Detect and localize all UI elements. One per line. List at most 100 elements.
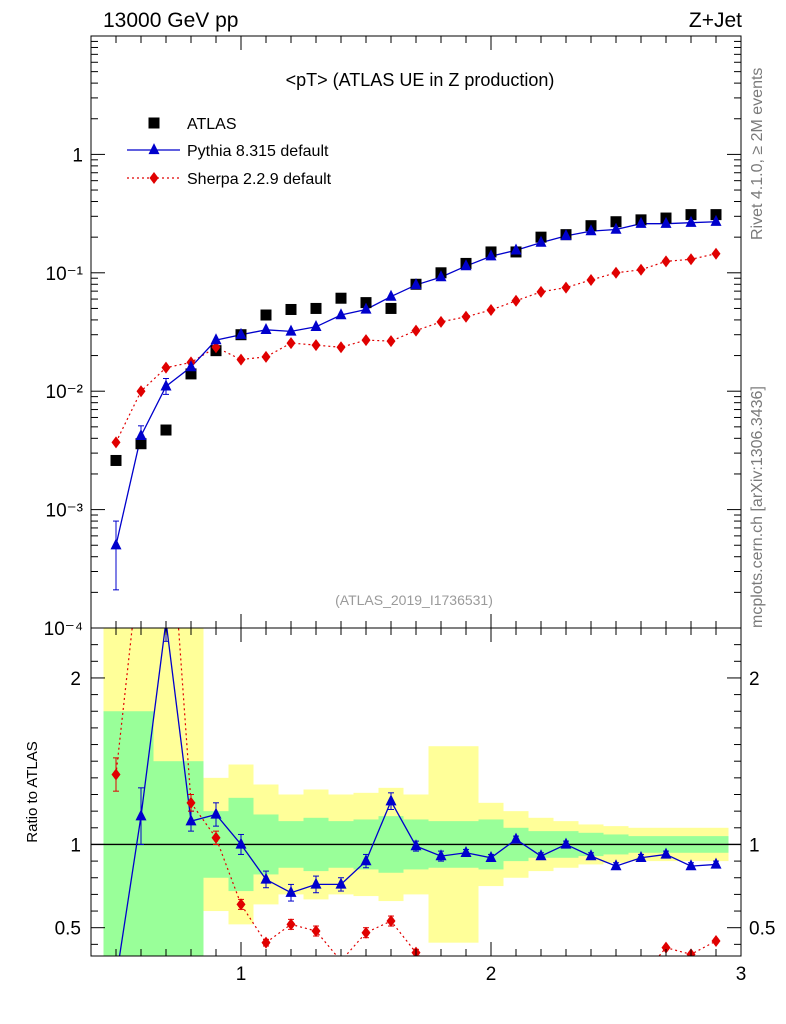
header-process-label: Z+Jet	[688, 9, 742, 32]
sherpa-ratio-point	[386, 915, 396, 928]
pythia-data-point	[460, 259, 472, 271]
sherpa-ratio-point	[587, 972, 596, 984]
sherpa-data-point	[261, 350, 271, 363]
atlas-data-point	[360, 297, 372, 309]
pythia-ratio-point	[435, 849, 447, 861]
sherpa-data-point	[661, 255, 671, 268]
analysis-id-watermark: (ATLAS_2019_I1736531)	[335, 592, 493, 608]
top-panel-y-tick-label: 10⁻¹	[46, 264, 84, 285]
sherpa-ratio-point	[311, 925, 321, 938]
sherpa-ratio-point	[236, 898, 246, 911]
pythia-data-point	[585, 224, 597, 236]
top-panel-y-tick-label: 10⁻²	[46, 382, 84, 403]
sherpa-data-point	[136, 385, 146, 398]
atlas-data-point	[335, 292, 347, 304]
x-tick-label: 2	[486, 964, 497, 985]
sherpa-ratio-point	[562, 972, 571, 984]
atlas-data-point	[110, 454, 122, 466]
atlas-data-point	[385, 302, 397, 314]
sherpa-ratio-point	[162, 446, 171, 458]
pythia-data-point	[635, 216, 647, 228]
pythia-ratio-point	[310, 877, 322, 889]
pythia-data-point	[185, 360, 197, 372]
sherpa-data-point	[461, 310, 471, 323]
legend-atlas-marker	[148, 117, 160, 129]
top-panel-y-tick-label: 10⁻³	[46, 501, 84, 522]
sherpa-ratio-point	[437, 972, 446, 984]
sherpa-ratio-point	[361, 926, 371, 939]
atlas-data-point	[285, 303, 297, 315]
pythia-data-point	[685, 215, 697, 227]
atlas-data-point	[135, 438, 147, 450]
legend-entry-label: ATLAS	[187, 116, 237, 133]
ratio-y-tick-label-right: 2	[749, 669, 760, 690]
pythia-ratio-point	[385, 794, 397, 806]
pythia-data-point	[110, 538, 122, 550]
ratio-y-tick-label: 0.5	[55, 919, 81, 940]
pythia-data-point	[360, 302, 372, 314]
atlas-data-point	[160, 424, 172, 436]
sherpa-data-point	[586, 273, 596, 286]
sherpa-ratio-point	[711, 935, 721, 948]
ratio-y-tick-label-right: 1	[749, 835, 760, 856]
pythia-data-point	[660, 216, 672, 228]
atlas-data-point	[685, 209, 697, 221]
pythia-data-point	[610, 222, 622, 234]
pythia-ratio-point	[660, 847, 672, 859]
sherpa-ratio-point	[512, 972, 521, 984]
pythia-ratio-point	[485, 850, 497, 862]
pythia-ratio-point	[635, 850, 647, 862]
pythia-ratio-point	[710, 857, 722, 869]
ratio-y-axis-label: Ratio to ATLAS	[24, 741, 41, 842]
sherpa-data-point	[436, 315, 446, 328]
atlas-data-point	[710, 209, 722, 221]
sherpa-data-point	[411, 324, 421, 337]
sherpa-ratio-point	[211, 831, 221, 844]
sherpa-ratio-point	[661, 941, 671, 954]
pythia-data-point	[335, 308, 347, 320]
sherpa-data-point	[111, 436, 121, 449]
sherpa-ratio-point	[137, 542, 146, 554]
sherpa-ratio-point	[612, 972, 621, 984]
pythia-ratio-point	[410, 839, 422, 851]
sherpa-data-point	[386, 335, 396, 348]
atlas-data-point	[610, 216, 622, 228]
rivet-version-label: Rivet 4.1.0, ≥ 2M events	[749, 67, 766, 240]
pythia-data-point	[560, 229, 572, 241]
ratio-uncertainty-band-inner	[103, 711, 129, 956]
legend-entry-label: Pythia 8.315 default	[187, 143, 329, 160]
legend-entry-label: Sherpa 2.2.9 default	[187, 171, 332, 188]
x-tick-label: 3	[736, 964, 747, 985]
pythia-ratio-point	[260, 872, 272, 884]
ratio-y-tick-label: 1	[70, 835, 81, 856]
sherpa-ratio-point	[462, 972, 471, 984]
sherpa-ratio-point	[637, 972, 646, 984]
sherpa-data-point	[511, 294, 521, 307]
atlas-data-point	[185, 368, 197, 380]
ratio-uncertainty-band-inner	[178, 761, 204, 956]
atlas-data-point	[260, 309, 272, 321]
ratio-y-tick-label-right: 0.5	[749, 919, 775, 940]
pythia-ratio-point	[235, 837, 247, 849]
sherpa-ratio-point	[111, 768, 121, 781]
pythia-ratio-point	[185, 814, 197, 826]
pythia-data-point	[385, 289, 397, 301]
sherpa-data-point	[311, 339, 321, 352]
sherpa-data-point	[536, 285, 546, 298]
plot-title: <pT> (ATLAS UE in Z production)	[286, 70, 555, 90]
x-tick-label: 1	[236, 964, 247, 985]
sherpa-data-point	[161, 361, 171, 374]
top-panel-y-tick-label: 10⁻⁴	[44, 619, 83, 640]
pythia-data-point	[310, 319, 322, 331]
sherpa-ratio-point	[286, 918, 296, 931]
pythia-data-point	[160, 379, 172, 391]
pythia-data-point	[210, 333, 222, 345]
pythia-data-point	[535, 235, 547, 247]
legend-pythia-marker	[148, 143, 160, 155]
pythia-data-point	[510, 243, 522, 255]
sherpa-data-point	[486, 304, 496, 317]
top-panel-y-tick-label: 1	[72, 145, 83, 166]
pythia-data-point	[260, 322, 272, 334]
pythia-data-point	[235, 327, 247, 339]
